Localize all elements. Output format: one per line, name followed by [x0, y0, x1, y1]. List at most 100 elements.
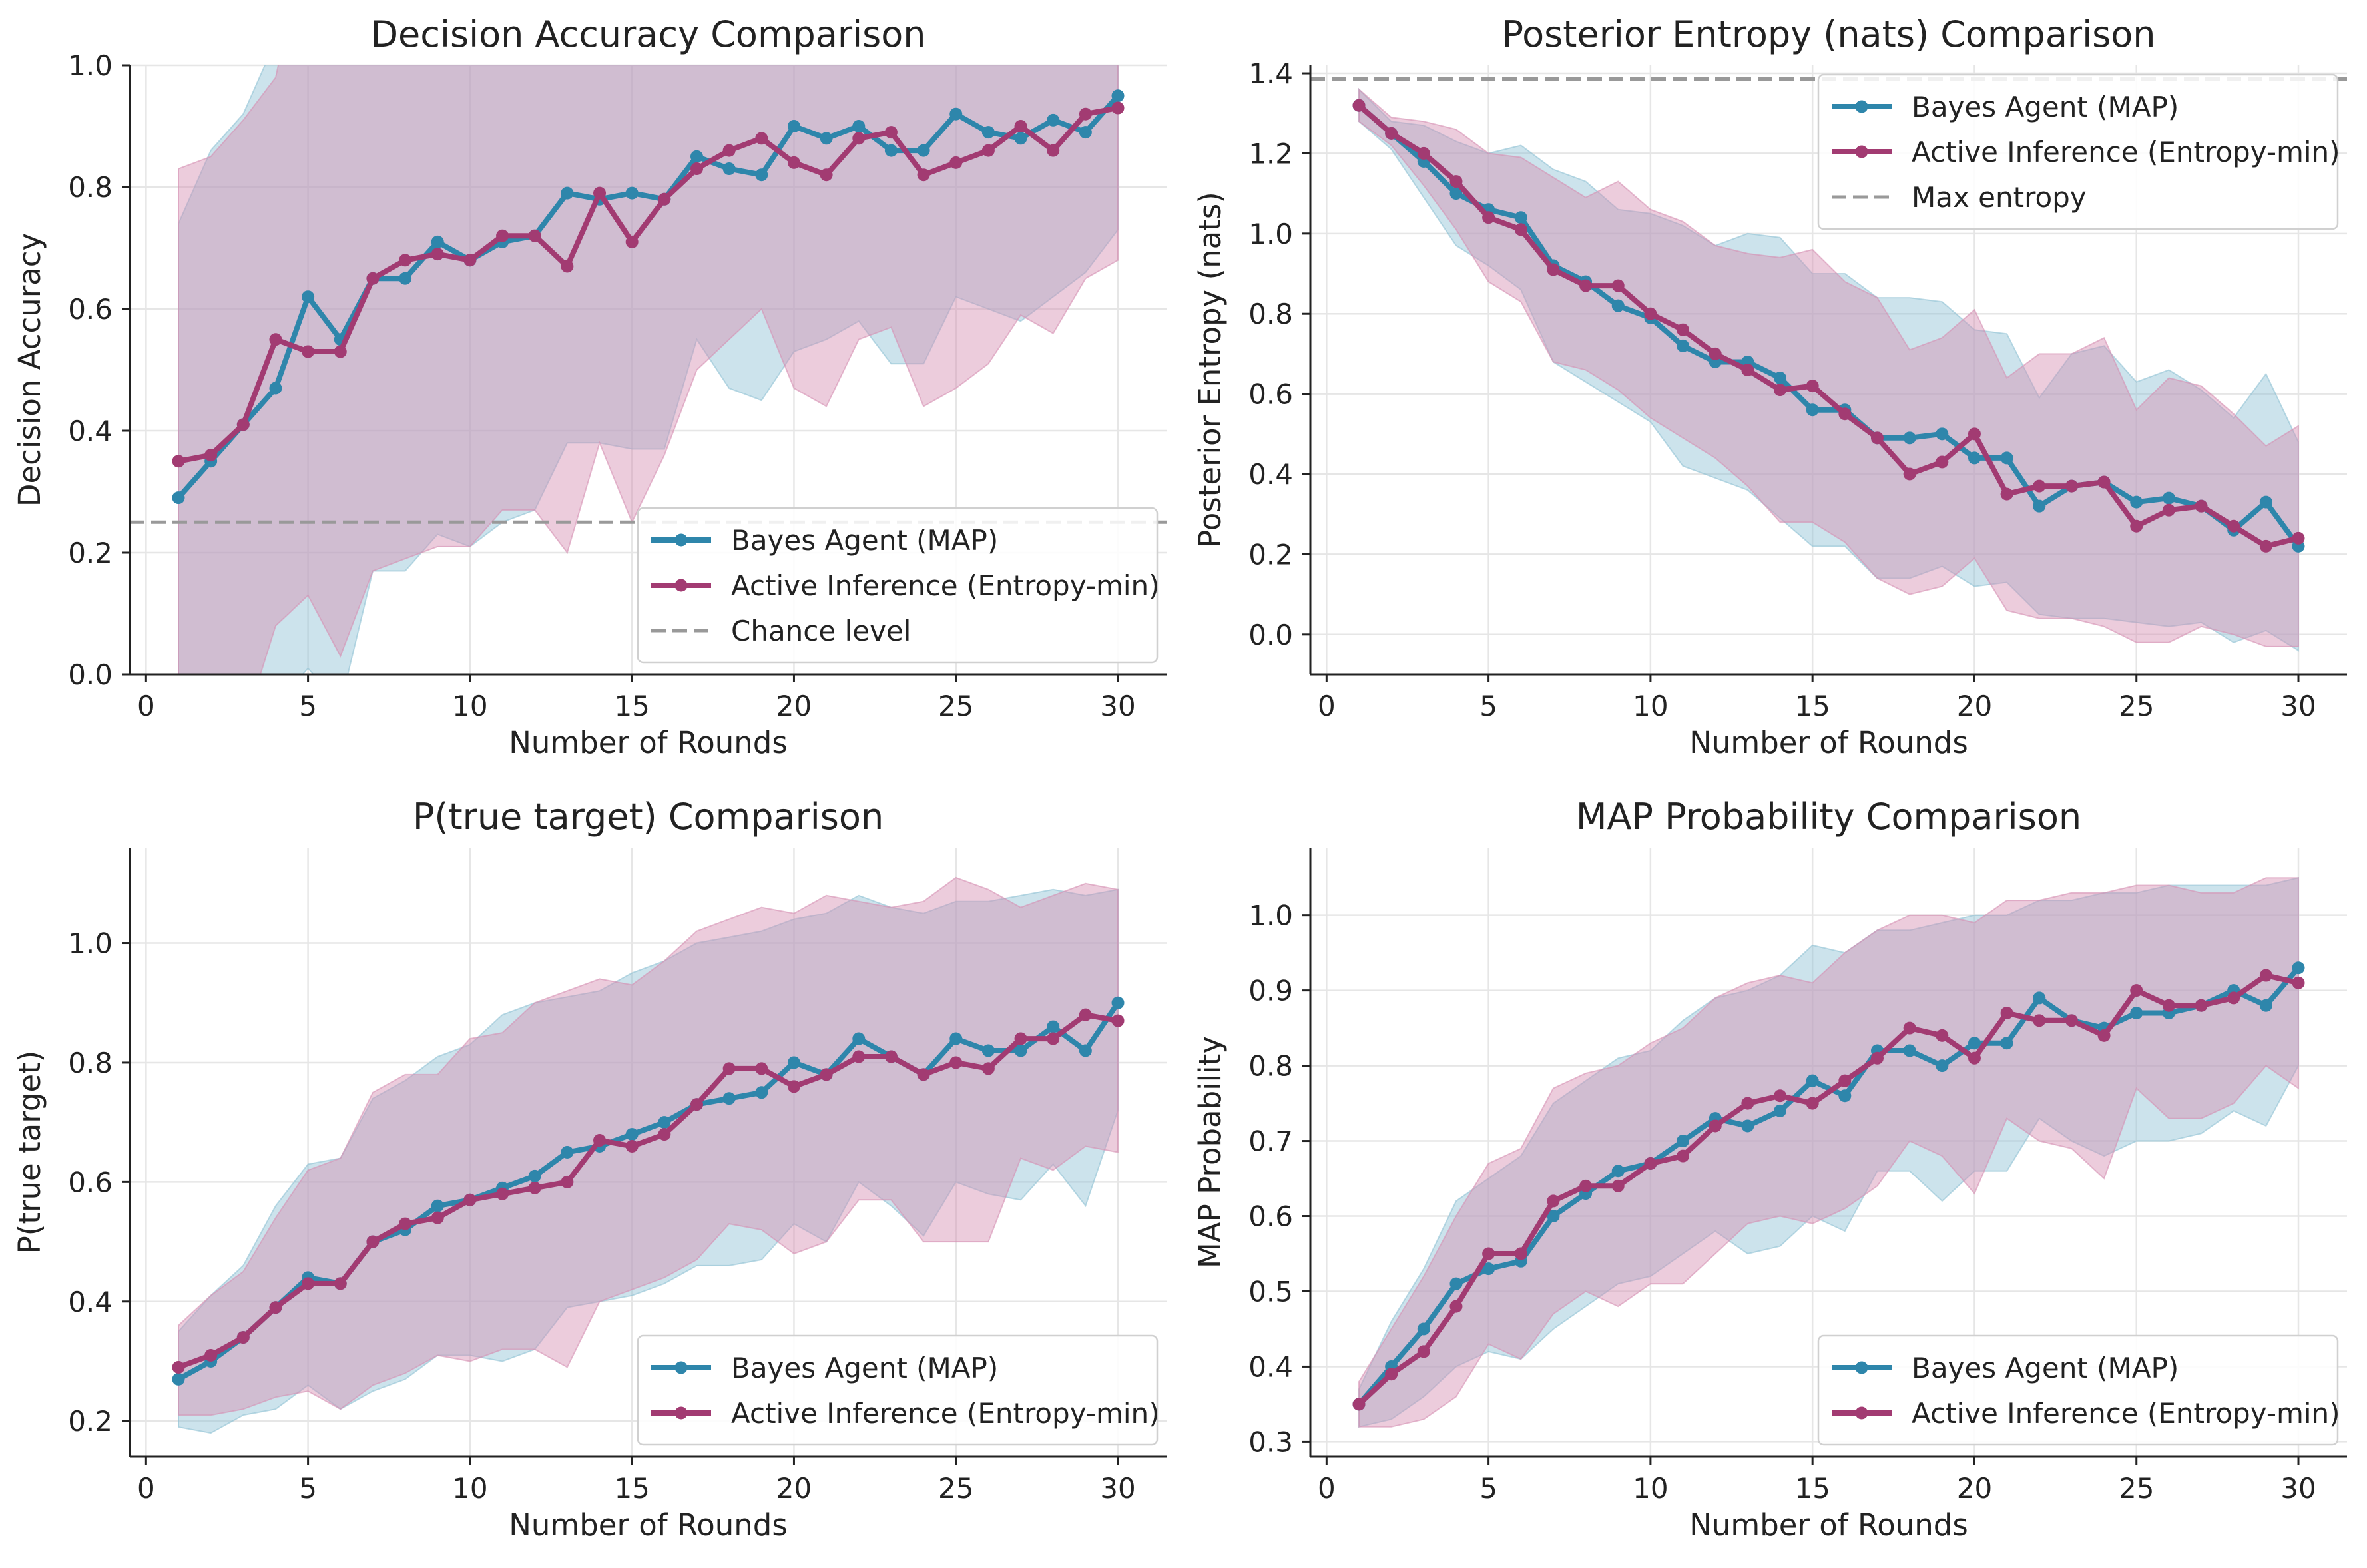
data-point-bayes: [787, 120, 800, 132]
data-point-bayes: [561, 186, 574, 200]
data-point-active: [2097, 475, 2111, 489]
y-tick-label: 1.0: [1248, 900, 1293, 932]
x-tick-label: 0: [1318, 690, 1336, 722]
data-point-active: [1079, 107, 1092, 121]
data-point-bayes: [690, 150, 703, 163]
data-point-active: [1547, 1194, 1560, 1208]
data-point-active: [820, 168, 833, 182]
data-point-active: [1968, 1051, 1981, 1065]
legend: Bayes Agent (MAP) Active Inference (Entro…: [1817, 1334, 2340, 1446]
data-point-active: [1968, 427, 1981, 441]
legend-marker-active: [1855, 1406, 1868, 1420]
data-point-active: [2065, 1014, 2078, 1027]
data-point-bayes: [722, 162, 736, 176]
data-point-active: [1385, 127, 1398, 140]
data-point-active: [884, 126, 898, 139]
data-point-bayes: [172, 1372, 185, 1386]
data-point-active: [593, 1134, 607, 1147]
data-point-bayes: [1806, 1074, 1819, 1087]
data-point-active: [2292, 531, 2305, 545]
legend-box: [1817, 1334, 2339, 1446]
x-tick-label: 0: [137, 690, 155, 722]
chart-panel-4: 0 5 10 15 20 25 30 0.3 0.4 0.5 0.6 0.7 0.8 0.9 1.0 MAP …: [1192, 796, 2347, 1543]
data-point-active: [1838, 407, 1852, 421]
data-point-active: [1352, 99, 1366, 112]
x-tick-label: 30: [1100, 1472, 1135, 1505]
data-point-active: [690, 1098, 703, 1111]
data-point-bayes: [820, 132, 833, 145]
y-tick-label: 0.5: [1248, 1275, 1293, 1308]
chart-panel-2: 0 5 10 15 20 25 30 0.0 0.2 0.4 0.6 0.8 1.0 1.2 1.4 Post…: [1192, 13, 2347, 760]
data-point-active: [1579, 1179, 1593, 1192]
data-point-bayes: [1449, 1277, 1463, 1290]
data-point-active: [269, 333, 282, 346]
data-point-active: [1047, 1032, 1060, 1045]
data-point-active: [949, 1056, 963, 1069]
y-tick-label: 1.4: [1248, 57, 1293, 90]
data-point-bayes: [399, 272, 412, 285]
data-point-bayes: [2033, 499, 2046, 513]
x-axis-label: Number of Rounds: [1689, 1507, 1968, 1543]
data-point-bayes: [2259, 495, 2272, 509]
x-tick-label: 25: [938, 690, 973, 722]
data-point-active: [528, 1181, 541, 1194]
data-point-active: [1806, 380, 1819, 393]
legend-label-bayes: Bayes Agent (MAP): [731, 524, 998, 557]
plot-area: [1310, 77, 2347, 652]
legend-label-active: Active Inference (Entropy-min): [731, 1397, 1160, 1430]
chart-title: P(true target) Comparison: [413, 796, 884, 838]
data-point-active: [1547, 263, 1560, 276]
legend-label-bayes: Bayes Agent (MAP): [1912, 91, 2179, 123]
data-point-active: [981, 1062, 995, 1075]
confidence-band-bayes: [1358, 87, 2299, 652]
data-point-active: [2195, 999, 2208, 1012]
data-point-active: [981, 144, 995, 157]
x-tick-label: 25: [2119, 690, 2154, 722]
data-point-active: [204, 449, 218, 462]
legend-marker-bayes: [1855, 1361, 1868, 1374]
data-point-bayes: [561, 1146, 574, 1159]
chart-panel-3: 0 5 10 15 20 25 30 0.2 0.4 0.6 0.8 1.0 P(true target…: [12, 796, 1167, 1543]
data-point-active: [1449, 1300, 1463, 1313]
x-tick-label: 0: [1318, 1472, 1336, 1505]
y-tick-label: 0.0: [68, 658, 113, 691]
data-point-active: [1870, 431, 1884, 445]
x-tick-label: 5: [1479, 690, 1497, 722]
data-point-active: [366, 272, 380, 285]
y-tick-label: 0.8: [68, 171, 113, 204]
y-tick-label: 0.2: [68, 537, 113, 569]
data-point-bayes: [852, 1032, 866, 1045]
data-point-bayes: [1838, 1089, 1852, 1103]
data-point-active: [1417, 1345, 1430, 1358]
data-point-bayes: [2000, 451, 2013, 465]
data-point-active: [1417, 146, 1430, 160]
data-point-active: [1014, 120, 1027, 132]
data-point-active: [722, 1062, 736, 1075]
confidence-band-active: [1358, 87, 2299, 647]
y-axis-label: Posterior Entropy (nats): [1192, 192, 1228, 548]
data-point-active: [2162, 503, 2175, 517]
x-tick-label: 10: [1633, 690, 1668, 722]
y-axis-label: MAP Probability: [1192, 1036, 1228, 1268]
data-point-active: [2000, 1007, 2013, 1020]
data-point-active: [2259, 969, 2272, 982]
data-point-bayes: [1903, 1044, 1916, 1057]
data-point-bayes: [1111, 996, 1125, 1009]
data-point-bayes: [625, 186, 639, 200]
data-point-active: [917, 1068, 930, 1081]
y-tick-label: 0.3: [1248, 1426, 1293, 1458]
data-point-bayes: [1417, 1322, 1430, 1336]
x-tick-label: 20: [1957, 1472, 1992, 1505]
data-point-bayes: [1014, 132, 1027, 145]
data-point-bayes: [722, 1092, 736, 1105]
data-point-active: [399, 254, 412, 267]
x-tick-label: 5: [299, 690, 317, 722]
data-point-active: [431, 1211, 444, 1224]
data-point-active: [269, 1301, 282, 1314]
data-point-active: [1741, 1097, 1754, 1110]
y-tick-label: 0.2: [68, 1405, 113, 1437]
data-point-bayes: [755, 168, 768, 182]
legend-label-bayes: Bayes Agent (MAP): [731, 1352, 998, 1384]
data-point-bayes: [917, 144, 930, 157]
data-point-bayes: [787, 1056, 800, 1069]
